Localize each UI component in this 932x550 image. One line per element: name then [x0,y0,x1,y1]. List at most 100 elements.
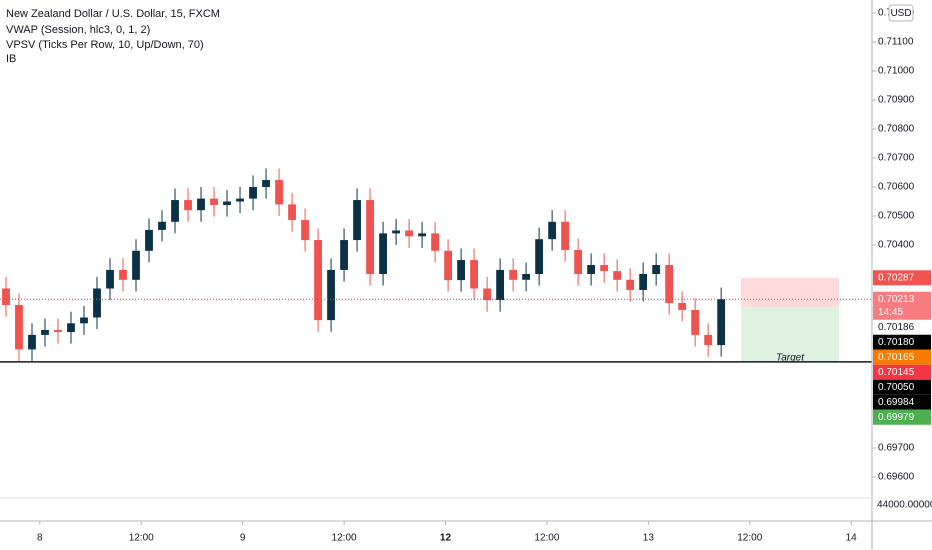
candle-body [613,271,622,280]
x-tick-label: 12:00 [534,533,559,544]
candle-body [262,180,270,187]
candle-body [561,221,570,250]
legend-line: VWAP (Session, hlc3, 0, 1, 2) [6,24,150,36]
x-tick-label: 13 [643,533,655,544]
price-badge-label: 0.70186 [878,322,915,333]
y-tick-label: 0.70700 [878,153,915,164]
candle-body [67,323,75,332]
y-tick-label: 0.69700 [878,443,915,454]
target-label: Target [776,353,805,364]
candle-body [210,198,218,205]
legend-line: VPSV (Ticks Per Row, 10, Up/Down, 70) [6,39,204,51]
candle-body [171,200,179,222]
price-badge-time: 14:45 [878,307,903,318]
price-badge [873,349,931,365]
candle-body [249,187,257,199]
candle-body [93,288,101,318]
candle-body [405,230,413,237]
candle-body [366,200,374,274]
candle-body [275,180,283,205]
y-tick-label: 0.69600 [878,472,915,483]
price-badge [873,270,931,286]
candle-body [288,204,296,221]
candle-body [15,305,23,350]
y-tick-label: 0.71000 [878,66,915,77]
price-badge [873,379,931,395]
price-badge-label: 0.70145 [878,367,915,378]
candle-body [691,309,700,335]
candle-body [678,303,687,310]
candle-body [535,239,544,274]
y-tick-label: 0.70800 [878,124,915,135]
price-badge-label: 0.70213 [878,294,915,305]
y-tick-label: 0.70500 [878,211,915,222]
price-badge-label: 0.70180 [878,337,915,348]
candle-body [431,233,439,251]
x-tick-label: 12:00 [129,533,154,544]
candle-body [418,233,426,237]
stop-zone [741,277,839,308]
candle-body [340,240,348,270]
target-zone [741,307,839,362]
volume-scale-label: 44000.00000 [877,500,932,511]
price-badge-label: 0.69984 [878,397,915,408]
candle-body [353,200,361,241]
candle-body [158,221,166,230]
candle-body [457,260,465,281]
candle-body [392,230,400,234]
candle-body [28,334,36,350]
candle-body [236,198,244,202]
candle-body [223,201,231,205]
price-badge [873,334,931,350]
legend-line: New Zealand Dollar / U.S. Dollar, 15, FX… [6,8,220,20]
candle-body [314,240,322,321]
price-badge [873,291,931,320]
x-tick-label: 9 [240,533,246,544]
price-badge-label: 0.70050 [878,382,915,393]
candle-body [119,269,127,280]
candle-body [132,250,140,280]
candle-body [41,329,49,335]
candle-body [717,299,726,346]
candle-body [509,269,518,280]
legend-line: IB [6,53,16,65]
candle-body [626,279,635,290]
candle-body [80,317,88,324]
candle-body [197,198,205,211]
candle-body [301,220,309,241]
x-tick-label: 12:00 [332,533,357,544]
candle-body [548,221,557,240]
price-badge-label: 0.70287 [878,272,915,283]
candle-body [106,269,114,289]
candle-body [587,265,596,274]
y-tick-label: 0.70400 [878,240,915,251]
plot-area: Target [0,168,872,364]
candle-body [444,250,452,281]
candle-body [2,288,10,306]
y-tick-label: 0.70600 [878,182,915,193]
candle-body [145,229,153,251]
price-badge-label: 0.69979 [878,412,915,423]
x-tick-label: 14 [846,533,858,544]
y-tick-label: 0.70900 [878,95,915,106]
candle-body [639,274,648,290]
y-tick-label: 0.71100 [878,37,914,48]
candle-body [652,265,661,274]
price-badge [873,364,931,380]
x-tick-label: 12:00 [737,533,762,544]
x-tick-label: 8 [37,533,43,544]
price-badge-label: 0.70165 [878,352,915,363]
candle-body [665,265,674,303]
candle-body [600,265,609,272]
currency-box [888,4,914,22]
candle-body [54,329,62,332]
candle-body [574,249,583,274]
currency-label: USD [890,8,911,19]
x-tick-label: 12 [440,533,452,544]
candle-body [522,274,531,280]
candle-body [327,269,335,321]
candle-body [470,260,479,289]
